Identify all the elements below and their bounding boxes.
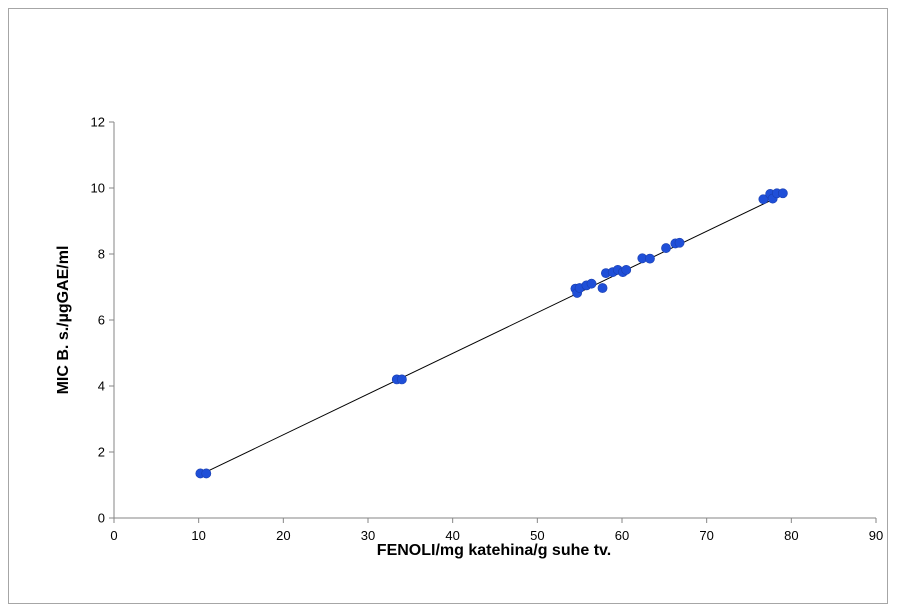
data-point — [597, 283, 608, 293]
y-tick-label: 2 — [98, 445, 105, 460]
x-tick-label: 10 — [191, 528, 205, 543]
y-tick-label: 12 — [91, 115, 105, 130]
axes — [109, 121, 877, 523]
trendline — [202, 194, 784, 474]
data-points — [195, 188, 788, 479]
data-point — [201, 468, 212, 479]
y-tick-label: 10 — [91, 181, 105, 196]
y-tick-label: 4 — [98, 379, 105, 394]
x-tick-label: 90 — [869, 528, 883, 543]
x-tick-label: 70 — [699, 528, 713, 543]
tick-labels: 0 2 4 6 8 10 12 0 10 20 30 40 50 60 70 80 90 — [91, 115, 884, 544]
data-point — [621, 264, 632, 275]
y-tick-label: 8 — [98, 247, 105, 262]
trendline-segment — [202, 194, 784, 474]
x-tick-label: 50 — [530, 528, 544, 543]
y-tick-label: 6 — [98, 313, 105, 328]
x-tick-label: 60 — [615, 528, 629, 543]
x-tick-label: 40 — [445, 528, 459, 543]
x-tick-label: 30 — [361, 528, 375, 543]
data-point — [777, 188, 788, 199]
y-tick-label: 0 — [98, 511, 105, 526]
data-point — [645, 253, 655, 264]
x-axis-title: FENOLI/mg katehina/g suhe tv. — [377, 542, 611, 559]
data-point — [661, 243, 671, 253]
x-tick-label: 80 — [784, 528, 798, 543]
x-tick-label: 0 — [110, 528, 117, 543]
x-tick-label: 20 — [276, 528, 290, 543]
data-point — [396, 374, 407, 385]
y-axis-title: MIC B. s./µgGAE/ml — [55, 246, 72, 395]
chart-frame — [8, 8, 888, 604]
data-point — [674, 237, 685, 248]
data-point — [586, 278, 597, 289]
